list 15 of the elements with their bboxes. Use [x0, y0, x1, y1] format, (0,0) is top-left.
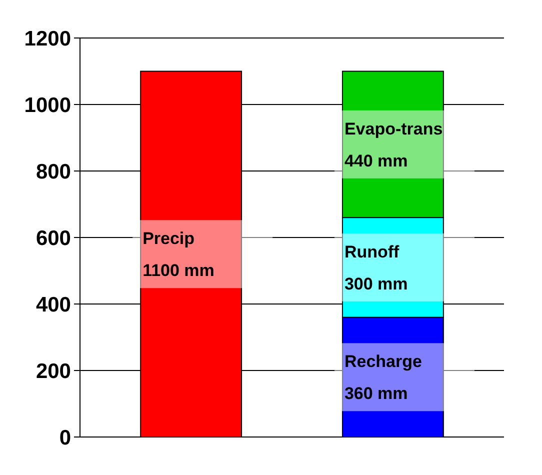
y-tick-label: 200 [36, 360, 71, 383]
data-label: 300 mm [344, 274, 408, 294]
y-tick-label: 400 [36, 293, 71, 316]
data-label: 440 mm [344, 151, 408, 170]
series-label: Evapo-trans [344, 119, 443, 138]
y-tick-label: 1200 [24, 27, 71, 50]
series-label: Precip [142, 229, 195, 248]
y-tick-label: 0 [59, 426, 71, 450]
y-tick-label: 1000 [24, 94, 71, 117]
y-tick-label: 800 [36, 160, 71, 184]
data-label: 1100 mm [142, 261, 214, 280]
series-label: Recharge [344, 352, 422, 372]
data-label: 360 mm [344, 384, 408, 404]
series-label: Runoff [344, 242, 400, 262]
y-tick-label: 600 [36, 226, 71, 250]
